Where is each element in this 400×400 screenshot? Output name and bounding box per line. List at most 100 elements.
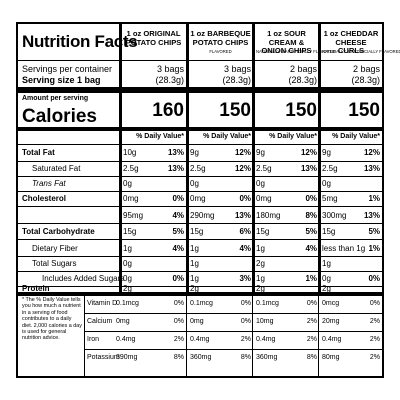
column-divider — [318, 292, 319, 378]
protein-rule — [18, 292, 382, 296]
nutrient-amount: 290mg — [190, 210, 215, 220]
vitamin-daily-value: 8% — [173, 354, 184, 361]
nutrient-daily-value: 0% — [172, 193, 184, 203]
nutrient-amount: 0g — [256, 178, 265, 188]
vitamin-daily-value: 0% — [306, 300, 317, 307]
serving-rule — [18, 87, 382, 93]
vitamin-rule — [84, 331, 382, 332]
product-name: 1 oz ORIGINAL POTATO CHIPS — [125, 29, 182, 47]
nutrient-daily-value: 5% — [305, 226, 317, 236]
nutrient-amount: 2.5g — [322, 163, 338, 173]
nutrient-label: Trans Fat — [32, 178, 66, 188]
nutrient-label: Dietary Fiber — [32, 243, 78, 253]
vitamin-amount: 0.4mg — [190, 336, 210, 343]
column-divider — [119, 24, 122, 292]
vitamin-daily-value: 0% — [240, 318, 251, 325]
row-rule — [18, 271, 382, 272]
vitamin-daily-value: 8% — [306, 354, 317, 361]
nutrient-daily-value: 0% — [368, 273, 380, 283]
vitamin-amount: 0mcg — [322, 300, 340, 307]
vitamin-amount: 0.4mg — [116, 336, 136, 343]
nutrient-amount: 0mg — [256, 193, 272, 203]
vitamin-amount: 360mg — [190, 354, 212, 361]
vitamin-amount: 0.1mcg — [116, 300, 139, 307]
nutrient-daily-value: 5% — [368, 226, 380, 236]
vitamin-amount: 0.4mg — [322, 336, 342, 343]
nutrient-amount: 9g — [190, 148, 199, 157]
nutrient-daily-value: 13% — [300, 163, 317, 173]
nutrient-amount: 0mg — [123, 193, 139, 203]
vitamin-amount: 390mg — [116, 354, 138, 361]
serving-weight-value: (28.3g) — [351, 75, 380, 85]
nutrient-amount: 0g — [190, 178, 199, 188]
nutrient-amount: 15g — [322, 226, 336, 236]
nutrient-amount: 95mg — [123, 210, 144, 220]
row-rule — [18, 191, 382, 192]
nutrient-label: Saturated Fat — [32, 163, 81, 173]
nutrient-label: Protein — [22, 284, 50, 293]
nutrient-amount: 1g — [123, 243, 132, 253]
nutrient-daily-value: 0% — [305, 193, 317, 203]
nutrient-daily-value: 13% — [234, 210, 251, 220]
column-divider — [84, 292, 85, 378]
calories-label: Calories — [22, 106, 97, 127]
row-rule — [18, 286, 382, 287]
nutrient-amount: 0g — [123, 258, 132, 268]
vitamin-daily-value: 2% — [240, 336, 251, 343]
nutrition-facts-panel: Nutrition Facts 1 oz ORIGINAL POTATO CHIP… — [16, 22, 400, 378]
calories-value: 150 — [348, 100, 380, 121]
column-divider — [318, 24, 321, 292]
nutrient-amount: 1g — [190, 243, 199, 253]
nutrient-amount: 0g — [322, 273, 331, 283]
column-divider — [186, 24, 189, 292]
nutrient-amount: 9g — [256, 148, 265, 157]
nutrient-amount: 2.5g — [256, 163, 272, 173]
servings-per-container-value: 2 bags — [352, 64, 380, 74]
vitamin-amount: 20mg — [322, 318, 340, 325]
nutrient-amount: 9g — [322, 148, 331, 157]
vitamin-label: Vitamin D — [87, 300, 118, 307]
daily-value-header: % Daily Value* — [332, 133, 380, 140]
nutrient-amount: 1g — [322, 258, 331, 268]
vitamin-daily-value: 0% — [173, 300, 184, 307]
nutrient-daily-value: 13% — [167, 148, 184, 157]
column-divider — [252, 24, 255, 292]
vitamin-amount: 0.1mcg — [256, 300, 279, 307]
calories-value: 150 — [285, 100, 317, 121]
nutrient-amount: 0g — [123, 273, 132, 283]
nutrient-amount: 0g — [322, 178, 331, 188]
daily-value-header: % Daily Value* — [203, 133, 251, 140]
vitamin-daily-value: 2% — [369, 354, 380, 361]
vitamin-daily-value: 0% — [369, 300, 380, 307]
nutrient-daily-value: 1% — [368, 243, 380, 253]
nutrient-amount: 2g — [256, 284, 265, 293]
nutrient-amount: 15g — [190, 226, 204, 236]
column-divider — [186, 292, 187, 378]
nutrient-amount: 0g — [123, 178, 132, 188]
vitamin-amount: 0.1mcg — [190, 300, 213, 307]
nutrient-daily-value: 4% — [305, 243, 317, 253]
panel-title: Nutrition Facts — [22, 32, 138, 51]
serving-size-label: Serving size 1 bag — [22, 75, 101, 85]
nutrient-daily-value: 0% — [239, 193, 251, 203]
row-rule — [18, 206, 382, 207]
nutrient-amount: 300mg — [322, 210, 347, 220]
title-rule — [18, 60, 382, 61]
nutrient-amount: 15g — [256, 226, 270, 236]
row-rule — [18, 239, 382, 240]
product-name: 1 oz CHEDDAR CHEESE CURLS — [323, 29, 379, 55]
nutrient-amount: 10g — [123, 148, 137, 157]
product-flavor-note: FLAVORED — [209, 49, 232, 54]
vitamin-daily-value: 0% — [173, 318, 184, 325]
nutrient-label: Total Sugars — [32, 258, 77, 268]
daily-value-header: % Daily Value* — [136, 133, 184, 140]
nutrient-daily-value: 13% — [167, 163, 184, 173]
vitamin-amount: 0mg — [190, 318, 204, 325]
vitamin-amount: 360mg — [256, 354, 278, 361]
nutrient-label: Cholesterol — [22, 193, 67, 203]
vitamin-amount: 0.4mg — [256, 336, 276, 343]
row-rule — [18, 161, 382, 162]
nutrient-daily-value: 5% — [172, 226, 184, 236]
nutrient-daily-value: 8% — [305, 210, 317, 220]
vitamin-amount: 10mg — [256, 318, 274, 325]
